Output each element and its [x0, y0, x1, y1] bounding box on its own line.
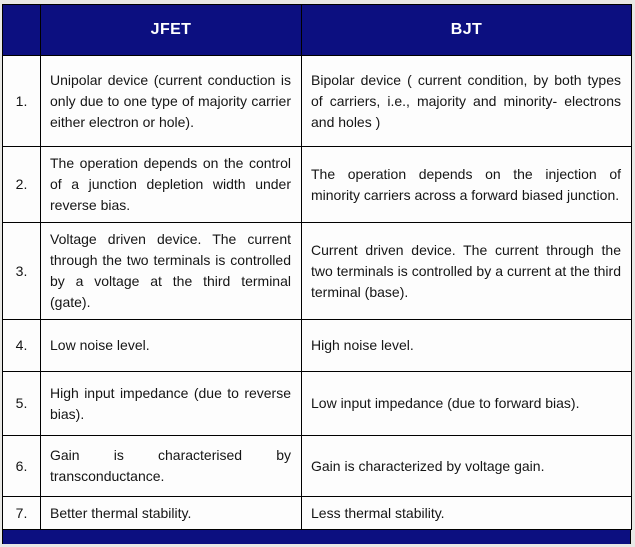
table-row: 2. The operation depends on the control …	[2, 146, 632, 223]
table-row: 3. Voltage driven device. The current th…	[2, 222, 632, 320]
jfet-bjt-comparison-table: JFET BJT 1. Unipolar device (current con…	[2, 4, 632, 530]
row-number: 1.	[2, 55, 41, 147]
table-row: 1. Unipolar device (current conduction i…	[2, 55, 632, 147]
jfet-cell: Better thermal stability.	[40, 496, 302, 530]
header-number-cell	[2, 4, 41, 56]
jfet-cell: The operation depends on the control of …	[40, 146, 302, 223]
bjt-cell: High noise level.	[301, 319, 632, 372]
header-bjt: BJT	[301, 4, 632, 56]
bjt-cell: Current driven device. The current throu…	[301, 222, 632, 320]
row-number: 5.	[2, 371, 41, 436]
table-header-row: JFET BJT	[2, 4, 632, 56]
bjt-cell: Bipolar device ( current condition, by b…	[301, 55, 632, 147]
bjt-cell: The operation depends on the injection o…	[301, 146, 632, 223]
bjt-cell: Less thermal stability.	[301, 496, 632, 530]
jfet-cell: Unipolar device (current conduction is o…	[40, 55, 302, 147]
row-number: 7.	[2, 496, 41, 530]
jfet-cell: Low noise level.	[40, 319, 302, 372]
next-section-header-partial	[2, 530, 631, 544]
jfet-cell: High input impedance (due to reverse bia…	[40, 371, 302, 436]
jfet-cell: Voltage driven device. The current throu…	[40, 222, 302, 320]
table-row: 4. Low noise level. High noise level.	[2, 319, 632, 372]
table-row: 5. High input impedance (due to reverse …	[2, 371, 632, 436]
row-number: 4.	[2, 319, 41, 372]
bjt-cell: Low input impedance (due to forward bias…	[301, 371, 632, 436]
table-row: 7. Better thermal stability. Less therma…	[2, 496, 632, 530]
row-number: 2.	[2, 146, 41, 223]
header-jfet: JFET	[40, 4, 302, 56]
jfet-cell: Gain is characterised by transconductanc…	[40, 435, 302, 497]
row-number: 6.	[2, 435, 41, 497]
row-number: 3.	[2, 222, 41, 320]
table-row: 6. Gain is characterised by transconduct…	[2, 435, 632, 497]
bjt-cell: Gain is characterized by voltage gain.	[301, 435, 632, 497]
